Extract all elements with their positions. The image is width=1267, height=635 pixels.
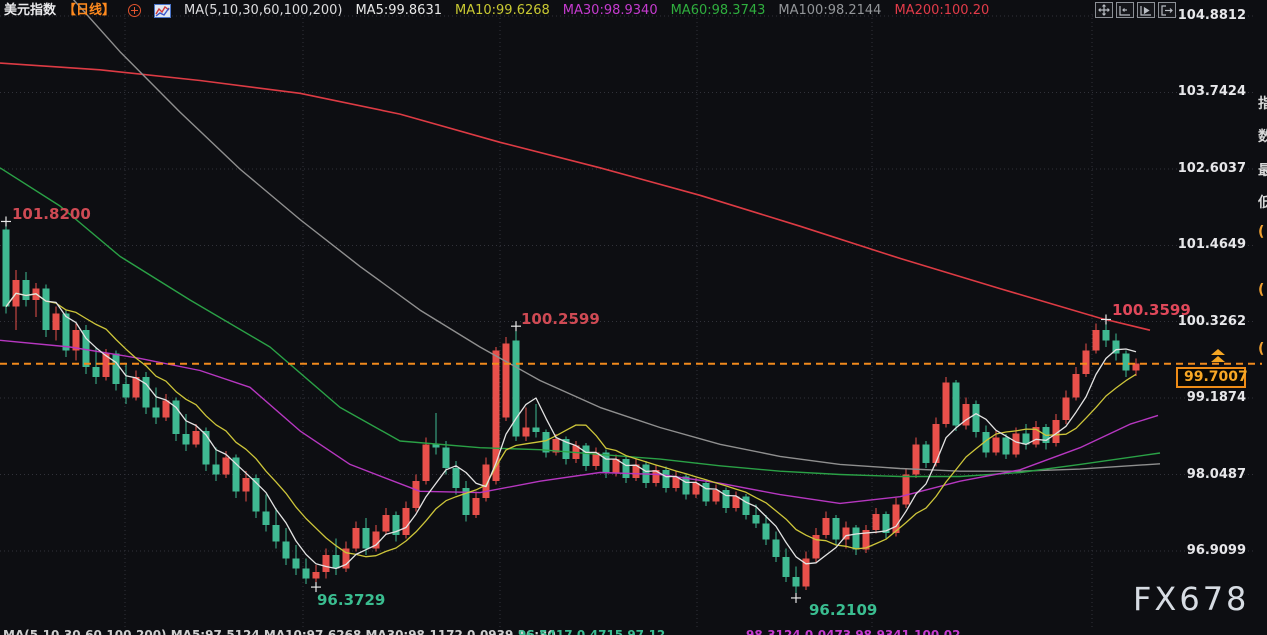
play-forward-icon[interactable] <box>1137 2 1155 18</box>
ma60-value: MA60:98.3743 <box>670 3 766 18</box>
chart-toolbar <box>1095 2 1176 18</box>
ma100-value: MA100:98.2144 <box>778 3 882 18</box>
clipped-text-fragment: 98.3124 0.0473 98.9341 100.02 <box>746 628 961 635</box>
pan-tool-icon[interactable] <box>1095 2 1113 18</box>
ma200-value: MA200:100.20 <box>894 3 990 18</box>
fx678-watermark: FX678 <box>1133 580 1250 618</box>
clipped-text-fragment: MA(5,10,30,60,100,200) MA5:97.5124 MA10:… <box>3 628 556 635</box>
bottom-edge-clipped-text: MA(5,10,30,60,100,200) MA5:97.5124 MA10:… <box>0 627 1267 635</box>
ma-indicator-icon[interactable] <box>154 3 172 18</box>
clipped-text-fragment: 指 <box>1258 96 1267 112</box>
exit-icon[interactable] <box>1158 2 1176 18</box>
clipped-text-fragment: 96.5417 0.4715 97.12 <box>518 628 666 635</box>
clipped-text-fragment: 最 <box>1258 163 1267 179</box>
clipped-text-fragment: ( <box>1258 282 1265 298</box>
chart-legend-bar: 美元指数 【日线】 MA(5,10,30,60,100,200) MA5:99.… <box>4 2 989 19</box>
instrument-title: 美元指数 <box>4 3 57 18</box>
clipped-text-fragment: ( <box>1258 341 1265 357</box>
clipped-text-fragment: 数 <box>1258 129 1267 145</box>
ma10-value: MA10:99.6268 <box>455 3 550 18</box>
ma30-value: MA30:98.9340 <box>562 3 658 18</box>
timeframe-label[interactable]: 【日线】 <box>63 3 116 18</box>
go-to-start-icon[interactable] <box>1116 2 1134 18</box>
ma-group-label: MA(5,10,30,60,100,200) <box>184 3 343 18</box>
right-edge-clipped-text: 指数最低 ( ( ( <box>1258 0 1267 635</box>
ma5-value: MA5:99.8631 <box>355 3 442 18</box>
clipped-text-fragment: 低 <box>1258 195 1267 211</box>
current-price-tag: 99.7007 <box>1176 366 1248 388</box>
price-up-marker-icon <box>1211 348 1225 362</box>
clipped-text-fragment: ( <box>1258 224 1265 240</box>
add-indicator-icon[interactable] <box>128 4 142 17</box>
